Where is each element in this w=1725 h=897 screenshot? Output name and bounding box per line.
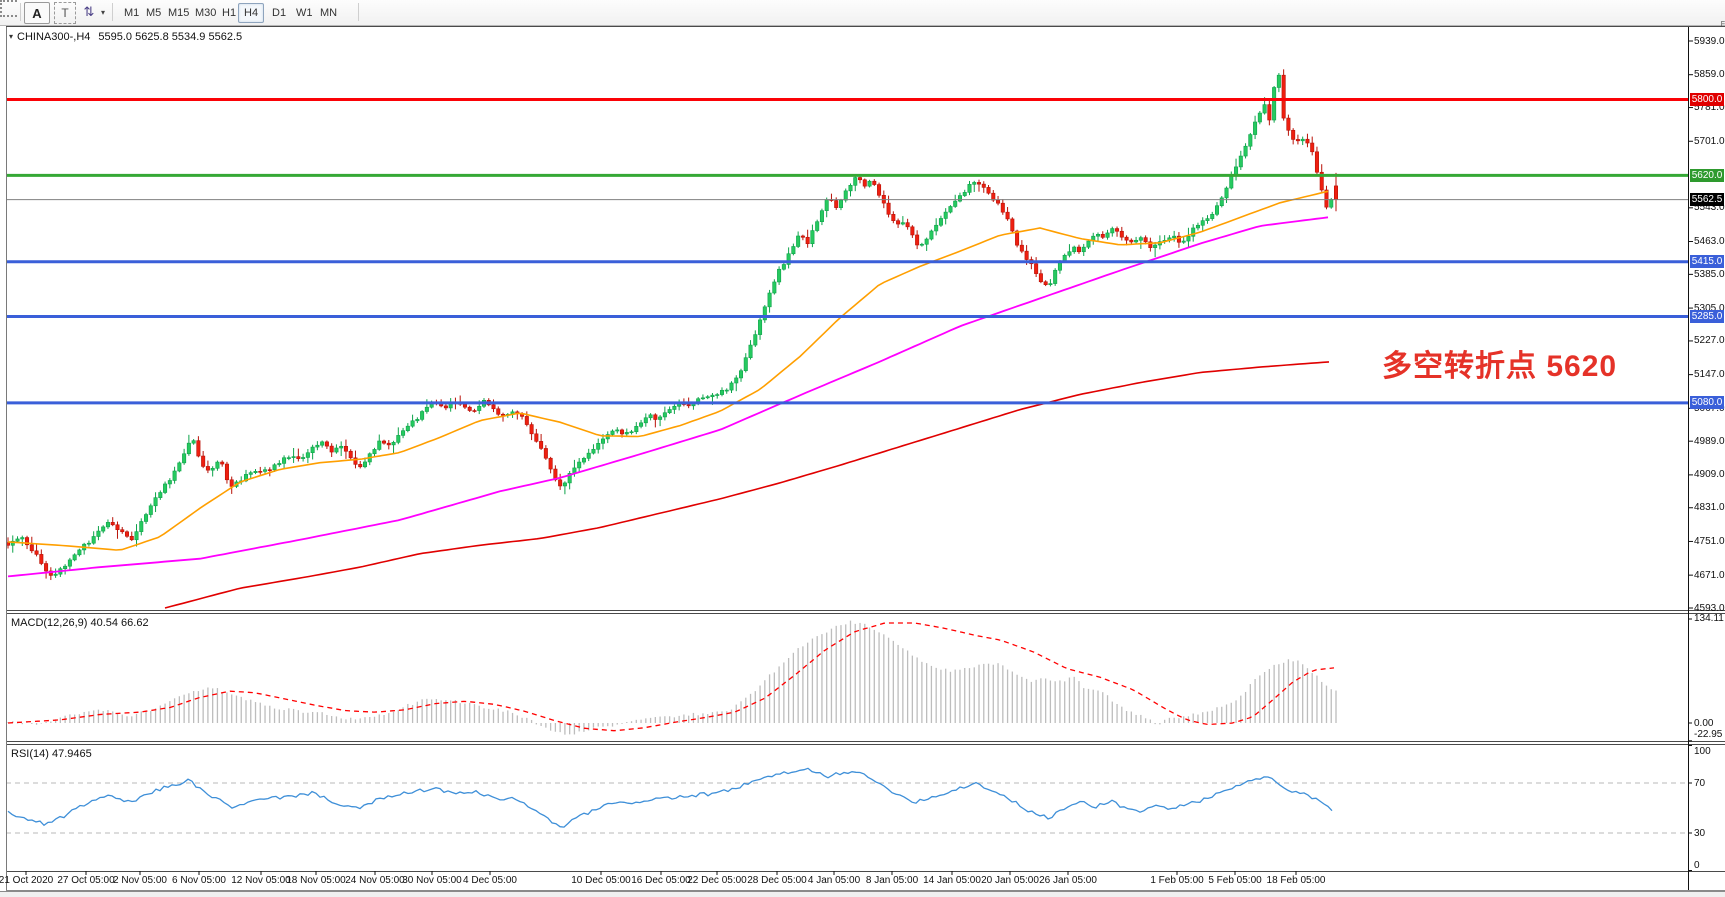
- price-tick-label: 5701.0: [1694, 135, 1725, 147]
- arrows-icon[interactable]: ⇅: [83, 4, 95, 19]
- timeframe-button-M5[interactable]: M5: [146, 7, 162, 19]
- price-tick-label: 5463.0: [1694, 236, 1725, 247]
- price-tick-label: 5543.0: [1694, 202, 1725, 214]
- toolbar-separator: [358, 3, 359, 21]
- price-tick-label: 5939.0: [1694, 35, 1725, 47]
- date-tick-label: 20 Jan 05:00: [981, 875, 1039, 886]
- date-tick-label: 5 Feb 05:00: [1208, 875, 1262, 886]
- macd-tick-label: 0.00: [1694, 717, 1714, 729]
- price-tick-label: 4751.0: [1694, 535, 1725, 547]
- rsi-tick-label: 30: [1694, 827, 1706, 839]
- rsi-tick-label: 70: [1694, 777, 1706, 789]
- date-tick-label: 1 Feb 05:00: [1150, 875, 1204, 886]
- price-line-badge: 5415.0: [1690, 255, 1724, 269]
- timeframe-button-MN[interactable]: MN: [320, 7, 338, 19]
- macd-tick-label: -22.95: [1694, 728, 1723, 740]
- current-price-badge: 5562.5: [1690, 193, 1724, 207]
- text-tool-button[interactable]: T: [54, 2, 76, 24]
- date-tick-label: 27 Oct 05:00: [57, 875, 115, 886]
- price-line-badge: 5620.0: [1690, 168, 1724, 182]
- price-tick-label: 4909.0: [1694, 469, 1725, 481]
- window-bottom-edge: [0, 891, 1725, 897]
- collapse-arrow-icon[interactable]: ▾: [9, 32, 14, 41]
- date-tick-label: 21 Oct 2020: [0, 875, 54, 886]
- timeframe-button-D1[interactable]: D1: [272, 7, 287, 19]
- date-tick-label: 4 Jan 05:00: [807, 875, 861, 886]
- timeframe-button-M30[interactable]: M30: [195, 7, 217, 19]
- timeframe-button-W1[interactable]: W1: [296, 7, 313, 19]
- date-tick-label: 30 Nov 05:00: [402, 875, 462, 886]
- chevron-down-icon[interactable]: ▾: [100, 7, 105, 17]
- macd-signal-line: [7, 622, 1335, 732]
- chart-title: ▾ CHINA300-,H4 5595.0 5625.8 5534.9 5562.5: [9, 31, 242, 43]
- date-tick-label: 14 Jan 05:00: [923, 875, 981, 886]
- rsi-tick-label: 0: [1694, 860, 1700, 871]
- rsi-label: RSI(14) 47.9465: [11, 748, 92, 760]
- date-tick-label: 16 Dec 05:00: [631, 875, 691, 886]
- price-tick-label: 5859.0: [1694, 69, 1725, 81]
- mid-ma-line: [7, 216, 1329, 578]
- price-tick-label: 5227.0: [1694, 335, 1725, 347]
- grid-f-icon[interactable]: F: [0, 0, 1725, 28]
- price-line-badge: 5285.0: [1690, 309, 1724, 323]
- date-tick-label: 2 Nov 05:00: [113, 875, 167, 886]
- date-tick-label: 24 Nov 05:00: [345, 875, 405, 886]
- price-tick-label: 5781.0: [1694, 102, 1725, 114]
- date-tick-label: 28 Dec 05:00: [747, 875, 807, 886]
- date-tick-label: 26 Jan 05:00: [1039, 875, 1097, 886]
- timeframe-button-M15[interactable]: M15: [168, 7, 190, 19]
- price-line-badge: 5800.0: [1690, 93, 1724, 107]
- date-tick-label: 12 Nov 05:00: [231, 875, 291, 886]
- date-tick-label: 10 Dec 05:00: [571, 875, 631, 886]
- date-tick-label: 4 Dec 05:00: [463, 875, 517, 886]
- price-tick-label: 4593.0: [1694, 602, 1725, 614]
- price-tick-label: 4989.0: [1694, 435, 1725, 447]
- date-tick-label: 18 Feb 05:00: [1266, 875, 1326, 886]
- macd-label: MACD(12,26,9) 40.54 66.62: [11, 617, 149, 629]
- timeframe-button-H4[interactable]: H4: [238, 3, 265, 23]
- chart-ohlc-values: 5595.0 5625.8 5534.9 5562.5: [98, 31, 243, 43]
- price-tick-label: 4831.0: [1694, 502, 1725, 514]
- date-tick-label: 18 Nov 05:00: [286, 875, 346, 886]
- timeframe-button-H1[interactable]: H1: [222, 7, 237, 19]
- slow-ma-line: [164, 361, 1330, 609]
- rsi-line: [7, 767, 1333, 828]
- annotation-a-button[interactable]: A: [24, 2, 50, 24]
- price-line-badge: 5080.0: [1690, 396, 1724, 410]
- price-tick-label: 5305.0: [1694, 302, 1725, 314]
- text-annotation[interactable]: 多空转折点 5620: [1382, 350, 1618, 383]
- chart-symbol-period: CHINA300-,H4: [17, 31, 91, 43]
- toolbar-separator: [20, 3, 21, 21]
- fast-ma-line: [7, 190, 1329, 551]
- toolbar: F A T ⇅ ▾ M1 M5 M15 M30 H1 H4 D1 W1 MN: [0, 0, 1725, 28]
- price-tick-label: 5385.0: [1694, 268, 1725, 280]
- toolbar-separator: [112, 3, 113, 21]
- price-tick-label: 4671.0: [1694, 569, 1725, 581]
- date-tick-label: 8 Jan 05:00: [865, 875, 919, 886]
- macd-tick-label: 134.11: [1694, 613, 1724, 625]
- timeframe-button-M1[interactable]: M1: [124, 7, 140, 19]
- date-tick-label: 6 Nov 05:00: [172, 875, 226, 886]
- date-tick-label: 22 Dec 05:00: [687, 875, 747, 886]
- price-tick-label: 5147.0: [1694, 369, 1725, 381]
- rsi-tick-label: 100: [1694, 746, 1711, 757]
